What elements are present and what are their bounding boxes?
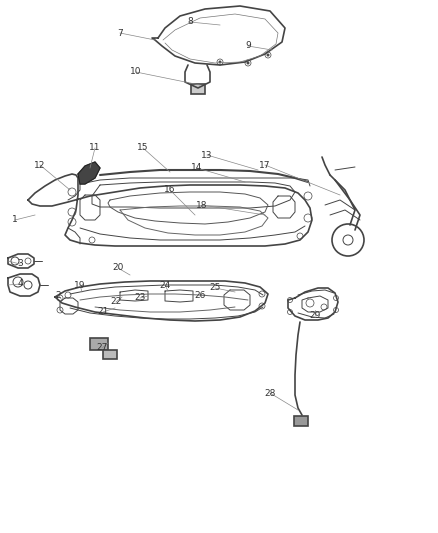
FancyBboxPatch shape xyxy=(103,350,117,359)
Text: 17: 17 xyxy=(259,160,271,169)
Text: 28: 28 xyxy=(264,389,276,398)
Circle shape xyxy=(267,54,269,56)
Text: 27: 27 xyxy=(96,343,108,352)
Text: 10: 10 xyxy=(130,68,142,77)
Text: 4: 4 xyxy=(17,279,23,288)
Text: 16: 16 xyxy=(164,185,176,195)
Text: 9: 9 xyxy=(245,42,251,51)
Text: 11: 11 xyxy=(89,143,101,152)
Text: 3: 3 xyxy=(17,260,23,269)
Text: 18: 18 xyxy=(196,200,208,209)
FancyBboxPatch shape xyxy=(294,416,308,426)
Circle shape xyxy=(219,61,221,63)
Text: 15: 15 xyxy=(137,143,149,152)
Circle shape xyxy=(247,62,249,64)
Text: 21: 21 xyxy=(97,308,109,317)
Text: 25: 25 xyxy=(209,284,221,293)
Text: 22: 22 xyxy=(110,297,122,306)
FancyBboxPatch shape xyxy=(90,338,108,350)
Text: 8: 8 xyxy=(187,18,193,27)
Text: 26: 26 xyxy=(194,292,206,301)
Text: 14: 14 xyxy=(191,164,203,173)
Polygon shape xyxy=(78,162,100,184)
Text: 7: 7 xyxy=(117,28,123,37)
Text: 23: 23 xyxy=(134,294,146,303)
Text: 29: 29 xyxy=(309,311,321,319)
Text: 13: 13 xyxy=(201,150,213,159)
Text: 20: 20 xyxy=(112,263,124,272)
Text: 1: 1 xyxy=(12,215,18,224)
Text: 24: 24 xyxy=(159,280,171,289)
FancyBboxPatch shape xyxy=(191,84,205,94)
Text: 19: 19 xyxy=(74,280,86,289)
Text: 2: 2 xyxy=(55,290,61,300)
Text: 12: 12 xyxy=(34,160,46,169)
